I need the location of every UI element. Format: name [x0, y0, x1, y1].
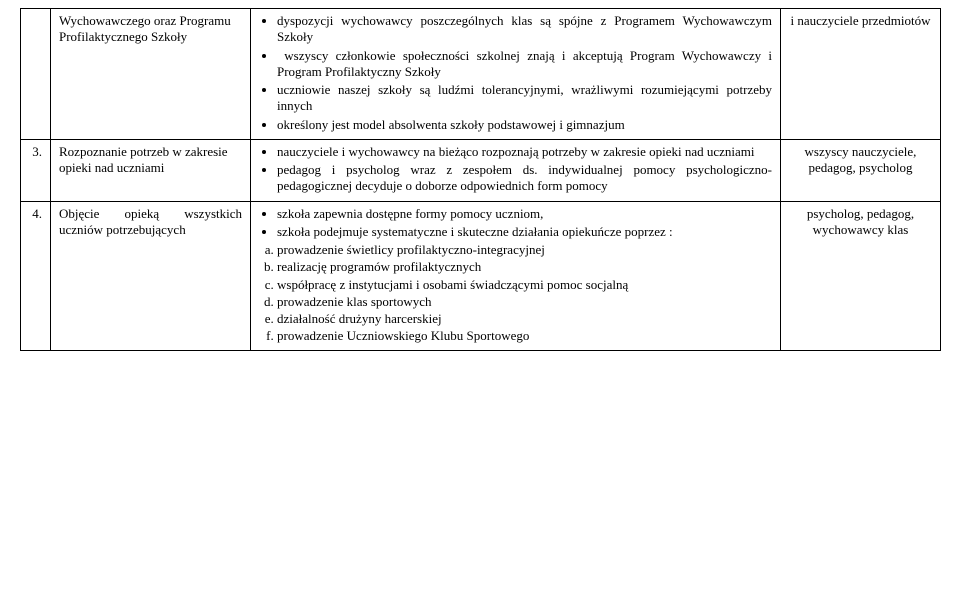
row-number: 3.: [21, 139, 51, 201]
list-item: realizację programów profilaktycznych: [277, 259, 772, 275]
table-row: 4. Objęcie opieką wszystkich uczniów pot…: [21, 201, 941, 350]
list-item: pedagog i psycholog wraz z zespołem ds. …: [277, 162, 772, 195]
row-number: [21, 9, 51, 140]
program-table: Wychowawczego oraz Programu Profilaktycz…: [20, 8, 941, 351]
row-title: Rozpoznanie potrzeb w zakresie opieki na…: [51, 139, 251, 201]
list-item: określony jest model absolwenta szkoły p…: [277, 117, 772, 133]
list-item: wszyscy członkowie społeczności szkolnej…: [277, 48, 772, 81]
bullet-list: szkoła zapewnia dostępne formy pomocy uc…: [259, 206, 772, 241]
row-content: dyspozycji wychowawcy poszczególnych kla…: [251, 9, 781, 140]
list-item: uczniowie naszej szkoły są ludźmi tolera…: [277, 82, 772, 115]
row-responsible: wszyscy nauczyciele, pedagog, psycholog: [781, 139, 941, 201]
list-item: prowadzenie klas sportowych: [277, 294, 772, 310]
bullet-list: nauczyciele i wychowawcy na bieżąco rozp…: [259, 144, 772, 195]
row-content: szkoła zapewnia dostępne formy pomocy uc…: [251, 201, 781, 350]
list-item: szkoła zapewnia dostępne formy pomocy uc…: [277, 206, 772, 222]
table-row: Wychowawczego oraz Programu Profilaktycz…: [21, 9, 941, 140]
document-page: Wychowawczego oraz Programu Profilaktycz…: [0, 0, 960, 591]
list-item: dyspozycji wychowawcy poszczególnych kla…: [277, 13, 772, 46]
row-content: nauczyciele i wychowawcy na bieżąco rozp…: [251, 139, 781, 201]
list-item: działalność drużyny harcerskiej: [277, 311, 772, 327]
list-item: szkoła podejmuje systematyczne i skutecz…: [277, 224, 772, 240]
letter-list: prowadzenie świetlicy profilaktyczno-int…: [259, 242, 772, 345]
row-number: 4.: [21, 201, 51, 350]
row-responsible: psycholog, pedagog, wychowawcy klas: [781, 201, 941, 350]
row-title: Wychowawczego oraz Programu Profilaktycz…: [51, 9, 251, 140]
row-responsible: i nauczyciele przedmiotów: [781, 9, 941, 140]
table-row: 3. Rozpoznanie potrzeb w zakresie opieki…: [21, 139, 941, 201]
bullet-list: dyspozycji wychowawcy poszczególnych kla…: [259, 13, 772, 133]
list-item: nauczyciele i wychowawcy na bieżąco rozp…: [277, 144, 772, 160]
list-item: prowadzenie świetlicy profilaktyczno-int…: [277, 242, 772, 258]
list-item: współpracę z instytucjami i osobami świa…: [277, 277, 772, 293]
row-title: Objęcie opieką wszystkich uczniów potrze…: [51, 201, 251, 350]
list-item: prowadzenie Uczniowskiego Klubu Sportowe…: [277, 328, 772, 344]
